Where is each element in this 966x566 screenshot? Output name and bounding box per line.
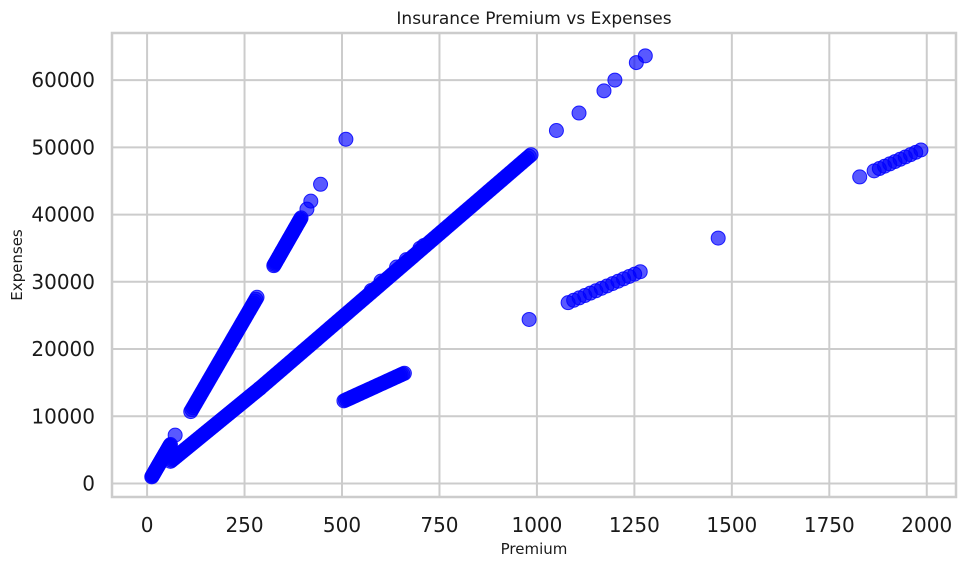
- data-point: [363, 283, 379, 299]
- data-point: [396, 365, 412, 381]
- plot-frame: [110, 31, 958, 499]
- x-tick-label: 0: [141, 513, 154, 537]
- data-point: [596, 83, 612, 99]
- data-point: [710, 230, 726, 246]
- x-tick-label: 1750: [804, 513, 855, 537]
- data-point: [571, 105, 587, 121]
- grid: [112, 33, 956, 497]
- data-point: [338, 131, 354, 147]
- data-point: [373, 273, 389, 289]
- data-point: [398, 252, 414, 268]
- y-tick-label: 20000: [31, 337, 95, 361]
- data-point: [632, 264, 648, 280]
- y-tick-label: 50000: [31, 135, 95, 159]
- x-tick-label: 1500: [706, 513, 757, 537]
- y-tick-label: 60000: [31, 68, 95, 92]
- data-point: [521, 311, 537, 327]
- y-tick-label: 30000: [31, 270, 95, 294]
- x-axis-title: Premium: [501, 540, 568, 558]
- data-point: [637, 48, 653, 64]
- x-tick-labels: 0 250 500 750 1000 1250 1500 1750 2000: [141, 513, 952, 537]
- y-tick-label: 0: [82, 472, 95, 496]
- data-points: [144, 48, 929, 485]
- chart-title: Insurance Premium vs Expenses: [396, 9, 671, 29]
- x-tick-label: 2000: [901, 513, 952, 537]
- data-point: [548, 123, 564, 139]
- x-tick-label: 1250: [609, 513, 660, 537]
- data-point: [523, 147, 539, 163]
- data-point: [303, 193, 319, 209]
- data-point: [167, 427, 183, 443]
- y-axis-title: Expenses: [8, 229, 26, 301]
- x-tick-label: 250: [225, 513, 263, 537]
- data-point: [607, 72, 623, 88]
- data-point: [852, 169, 868, 185]
- x-tick-label: 750: [420, 513, 458, 537]
- x-tick-label: 500: [323, 513, 361, 537]
- data-point: [913, 142, 929, 158]
- y-tick-label: 10000: [31, 404, 95, 428]
- y-tick-label: 40000: [31, 203, 95, 227]
- data-point: [416, 237, 432, 253]
- y-tick-labels: 0 10000 20000 30000 40000 50000 60000: [31, 68, 95, 495]
- data-point: [249, 289, 265, 305]
- data-point: [313, 176, 329, 192]
- x-tick-label: 1000: [511, 513, 562, 537]
